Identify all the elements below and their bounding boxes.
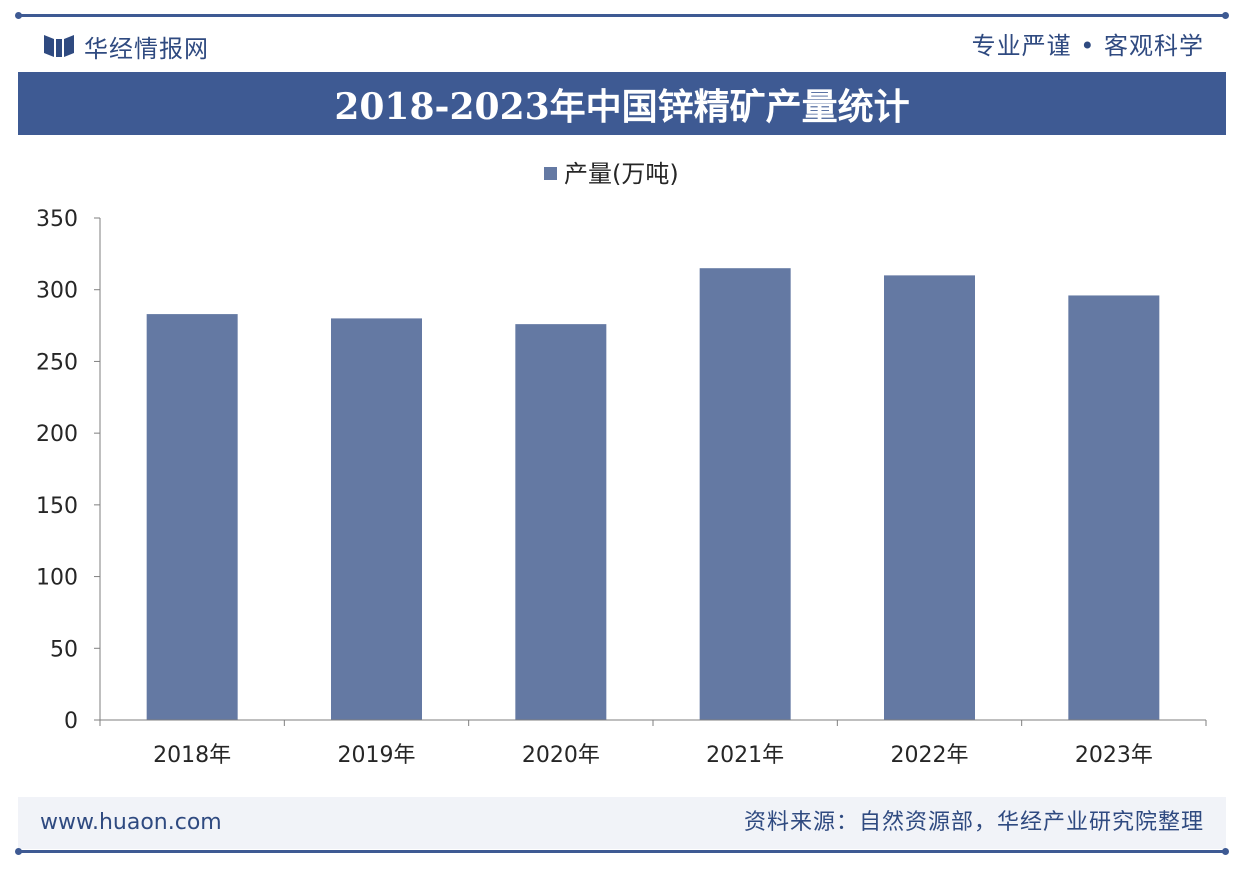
y-tick-label: 50 [50, 637, 78, 662]
chart-title: 2018-2023年中国锌精矿产量统计 [334, 85, 910, 128]
bar [884, 275, 975, 720]
brand: 华经情报网 [44, 28, 209, 64]
x-tick-label: 2021年 [706, 743, 784, 768]
title-bar: 2018-2023年中国锌精矿产量统计 [18, 72, 1226, 135]
x-tick-label: 2020年 [522, 743, 600, 768]
bars [146, 268, 1160, 720]
y-axis: 0 50 100 150 200 250 300 350 [36, 207, 101, 734]
footer-website: www.huaon.com [40, 810, 222, 835]
y-tick-label: 200 [36, 422, 78, 447]
bottom-border-line [15, 848, 1229, 855]
y-tick-label: 0 [64, 709, 78, 734]
bar [331, 318, 422, 720]
y-tick-label: 150 [36, 494, 78, 519]
x-tick-label: 2022年 [891, 743, 969, 768]
x-tick-label: 2019年 [338, 743, 416, 768]
bar [146, 314, 238, 720]
brand-name: 华经情报网 [84, 34, 209, 63]
legend-swatch [544, 167, 557, 180]
y-tick-label: 300 [36, 279, 78, 304]
brand-logo-icon [44, 35, 74, 57]
top-border-line [15, 12, 1229, 19]
bar [515, 324, 607, 720]
y-tick-label: 250 [36, 350, 78, 375]
x-tick-label: 2023年 [1075, 743, 1153, 768]
footer-bar: www.huaon.com 资料来源：自然资源部，华经产业研究院整理 [18, 797, 1226, 849]
x-tick-label: 2018年 [153, 743, 231, 768]
footer-source: 资料来源：自然资源部，华经产业研究院整理 [743, 810, 1204, 835]
slogan: 专业严谨 • 客观科学 [971, 32, 1204, 60]
legend-label: 产量(万吨) [564, 160, 679, 188]
legend: 产量(万吨) [544, 160, 679, 188]
y-tick-label: 350 [36, 207, 78, 232]
y-tick-label: 100 [36, 566, 78, 591]
x-axis: 2018年 2019年 2020年 2021年 2022年 2023年 [99, 719, 1207, 768]
bar [1068, 295, 1160, 720]
bar [699, 268, 791, 720]
